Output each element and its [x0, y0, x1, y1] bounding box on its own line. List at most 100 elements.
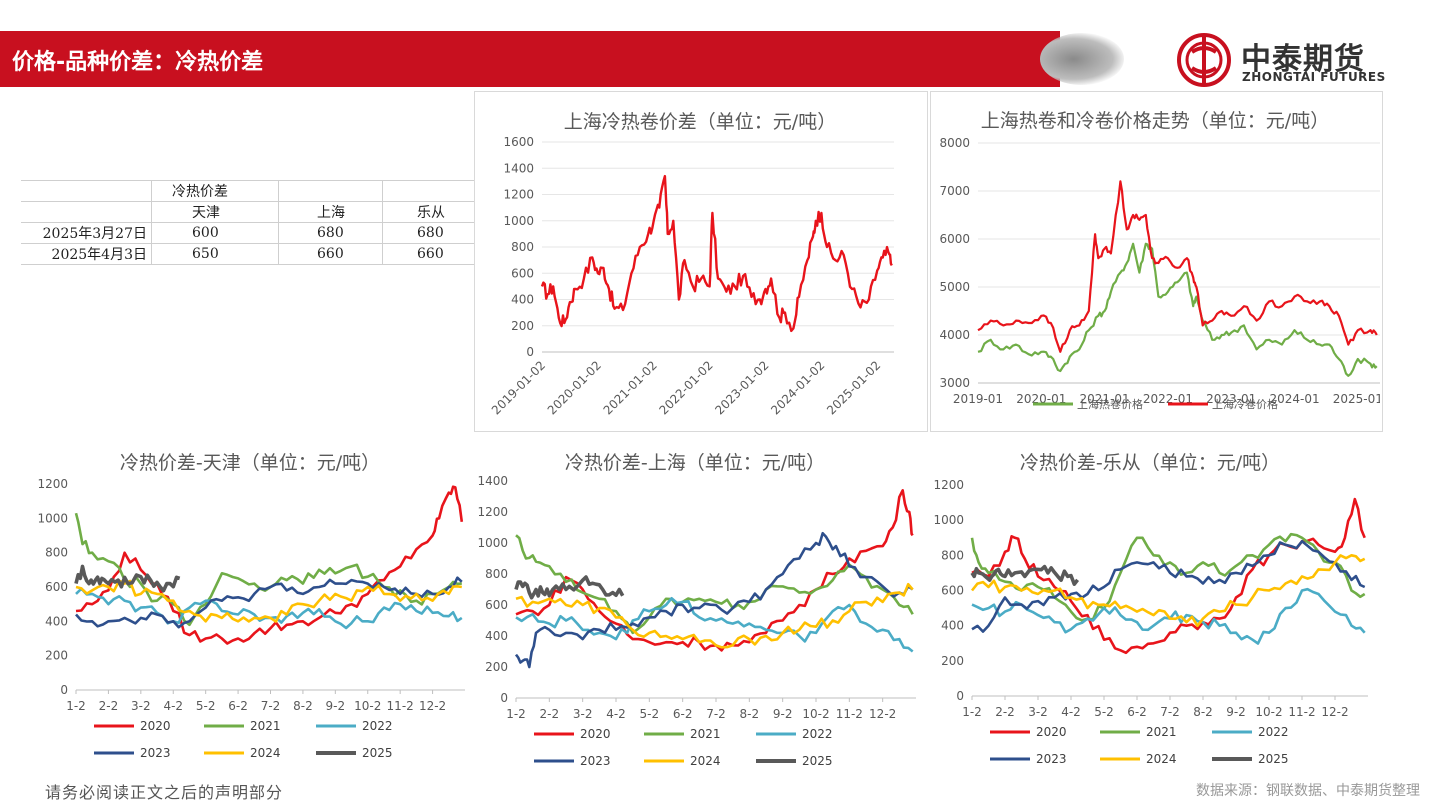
legend-label-2025: 2025 — [802, 754, 833, 768]
x-tick-label: 2024-01-02 — [768, 358, 827, 417]
legend-label-2024: 2024 — [250, 746, 281, 760]
series-line-2025 — [74, 564, 181, 593]
tj-seasonal-chart: 0 200 400 600 800 1000 1200 1-2 2-2 3-2 4-2 5-2 6-2 7… — [37, 477, 465, 760]
x-tick-label: 5-2 — [640, 707, 660, 721]
x-tick-label: 9-2 — [326, 699, 346, 713]
series-line-2020 — [75, 485, 464, 645]
x-tick-label: 2-2 — [540, 707, 560, 721]
lc-seasonal-title: 冷热价差-乐从（单位：元/吨） — [1019, 452, 1281, 474]
sh-spread-chart: 020040060080010001200140016002019-01-022… — [489, 135, 894, 417]
series-line-2024 — [970, 554, 1366, 628]
table-header-row: 冷热价差 — [21, 180, 487, 202]
row-date: 2025年3月27日 — [21, 222, 152, 244]
y-tick-label: 0 — [956, 689, 964, 703]
y-tick-label: 1000 — [933, 513, 964, 527]
sh-trend-title: 上海热卷和冷卷价格走势（单位：元/吨） — [980, 110, 1330, 132]
legend-label: 上海冷卷价格 — [1212, 397, 1278, 411]
x-tick-label: 10-2 — [802, 707, 829, 721]
y-tick-label: 0 — [526, 345, 534, 359]
y-tick-label: 200 — [511, 319, 534, 333]
x-tick-label: 5-2 — [196, 699, 216, 713]
cell-value: 680 — [382, 222, 487, 244]
x-tick-label: 6-2 — [228, 699, 248, 713]
table-row: 2025年4月3日 650 660 660 — [21, 243, 487, 265]
x-tick-label: 1-2 — [506, 707, 526, 721]
table-column-row: 天津 上海 乐从 — [21, 201, 487, 223]
data-source-text: 数据来源：钢联数据、中泰期货整理 — [1196, 783, 1420, 799]
y-tick-label: 600 — [45, 580, 68, 594]
cell-value: 600 — [151, 222, 279, 244]
cell-value: 660 — [382, 243, 487, 265]
zhongtai-logo-icon — [1177, 33, 1231, 87]
banner-shadow — [1040, 33, 1124, 85]
x-tick-label: 4-2 — [606, 707, 626, 721]
y-tick-label: 1200 — [37, 477, 68, 491]
x-tick-label: 5-2 — [1094, 705, 1114, 719]
series-line-2022 — [515, 597, 914, 653]
x-tick-label: 12-2 — [419, 699, 446, 713]
x-tick-label: 3-2 — [573, 707, 593, 721]
x-tick-label: 11-2 — [836, 707, 863, 721]
x-tick-label: 3-2 — [131, 699, 151, 713]
legend-label-2024: 2024 — [1146, 752, 1177, 766]
x-tick-label: 11-2 — [1288, 705, 1315, 719]
disclaimer-text: 请务必阅读正文之后的声明部分 — [45, 783, 284, 802]
y-tick-label: 1000 — [503, 214, 534, 228]
logo-text-en: ZHONGTAI FUTURES — [1242, 70, 1386, 84]
series-line-2021 — [515, 534, 914, 635]
table-row: 2025年3月27日 600 680 680 — [21, 222, 487, 244]
x-tick-label: 4-2 — [1061, 705, 1081, 719]
x-tick-label: 2025-01 — [1333, 392, 1380, 406]
company-logo: 中泰期货 ZHONGTAI FUTURES — [1176, 32, 1396, 88]
x-tick-label: 4-2 — [163, 699, 183, 713]
x-tick-label: 2023-01 — [1206, 392, 1256, 406]
legend-label-2025: 2025 — [1258, 752, 1289, 766]
y-tick-label: 8000 — [939, 136, 970, 150]
table-empty-cell — [278, 180, 383, 202]
x-tick-label: 2020-01-02 — [545, 358, 604, 417]
x-tick-label: 10-2 — [354, 699, 381, 713]
y-tick-label: 800 — [941, 548, 964, 562]
series-line-2023 — [971, 540, 1366, 633]
legend-label-2023: 2023 — [140, 746, 171, 760]
x-tick-label: 2019-01 — [953, 392, 1003, 406]
y-tick-label: 4000 — [939, 328, 970, 342]
column-header-shanghai: 上海 — [278, 201, 383, 223]
legend-label-2023: 2023 — [1036, 752, 1067, 766]
legend-label-2021: 2021 — [1146, 725, 1177, 739]
y-tick-label: 600 — [941, 584, 964, 598]
x-tick-label: 8-2 — [293, 699, 313, 713]
table-corner-cell — [21, 180, 152, 202]
price-spread-table: 冷热价差 天津 上海 乐从 2025年3月27日 600 680 680 202… — [21, 180, 487, 265]
x-tick-label: 9-2 — [1226, 705, 1246, 719]
sh-trend-panel — [930, 91, 1383, 432]
x-tick-label: 2-2 — [995, 705, 1015, 719]
series-line-2021 — [970, 532, 1366, 622]
y-tick-label: 1400 — [478, 474, 508, 488]
legend-label-2025: 2025 — [362, 746, 393, 760]
x-tick-label: 2023-01-02 — [712, 358, 771, 417]
y-tick-label: 1400 — [503, 161, 534, 175]
y-tick-label: 6000 — [939, 232, 970, 246]
legend-label-2024: 2024 — [690, 754, 721, 768]
x-tick-label: 7-2 — [706, 707, 726, 721]
y-tick-label: 1200 — [933, 478, 964, 492]
legend-label: 上海热卷价格 — [1077, 397, 1143, 411]
cell-value: 680 — [278, 222, 383, 244]
series-line-2024 — [75, 579, 463, 623]
y-tick-label: 1000 — [478, 536, 508, 550]
x-tick-label: 2022-01-02 — [657, 358, 716, 417]
y-tick-label: 1600 — [503, 135, 534, 149]
x-tick-label: 2024-01 — [1269, 392, 1319, 406]
y-tick-label: 200 — [941, 654, 964, 668]
x-tick-label: 3-2 — [1028, 705, 1048, 719]
x-tick-label: 12-2 — [869, 707, 896, 721]
legend-label-2022: 2022 — [1258, 725, 1289, 739]
y-tick-label: 600 — [511, 266, 534, 280]
y-tick-label: 1200 — [478, 505, 508, 519]
y-tick-label: 5000 — [939, 280, 970, 294]
x-tick-label: 2025-01-02 — [824, 358, 883, 417]
y-tick-label: 600 — [485, 598, 508, 612]
sh-seasonal-title: 冷热价差-上海（单位：元/吨） — [564, 452, 826, 474]
